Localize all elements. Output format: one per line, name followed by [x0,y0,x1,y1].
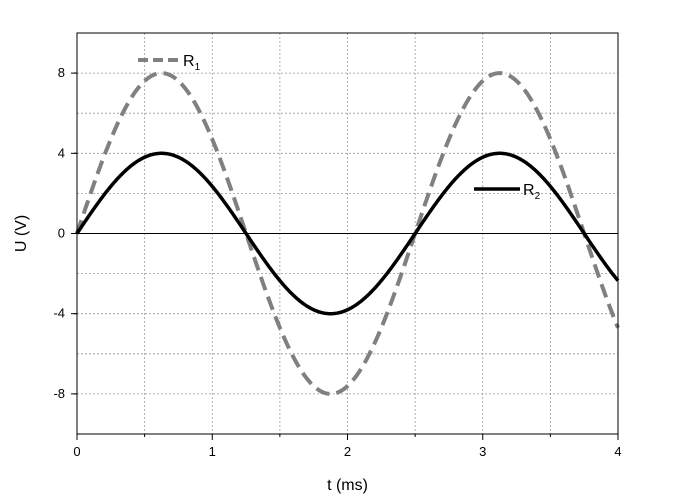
legend-entry-r2: R2 [474,182,541,202]
y-tick-label: 8 [58,65,65,80]
x-tick-label: 0 [73,444,80,459]
legend-r2-name: R [523,182,535,199]
y-tick-label: -4 [53,306,65,321]
x-tick-label: 4 [614,444,621,459]
x-axis-label: t (ms) [327,477,368,494]
legend-r2-subscript: 2 [535,191,541,202]
x-tick-label: 2 [344,444,351,459]
x-tick-label: 1 [209,444,216,459]
legend-r1-subscript: 1 [195,62,201,73]
axis-ticks: 0 1 2 3 4 -8 -4 0 4 8 [53,65,621,459]
y-tick-label: -8 [53,386,65,401]
legend-r1-name: R [183,53,195,70]
legend-r2-label: R2 [523,182,541,202]
legend-r1-label: R1 [183,53,201,73]
y-axis-label: U (V) [13,215,30,252]
series-line-r2 [75,151,620,316]
series-line-r1 [75,71,620,396]
legend-entry-r1: R1 [138,53,201,73]
y-tick-label: 4 [58,145,65,160]
series-layer [75,71,620,396]
y-tick-label: 0 [58,226,65,241]
x-tick-label: 3 [479,444,486,459]
